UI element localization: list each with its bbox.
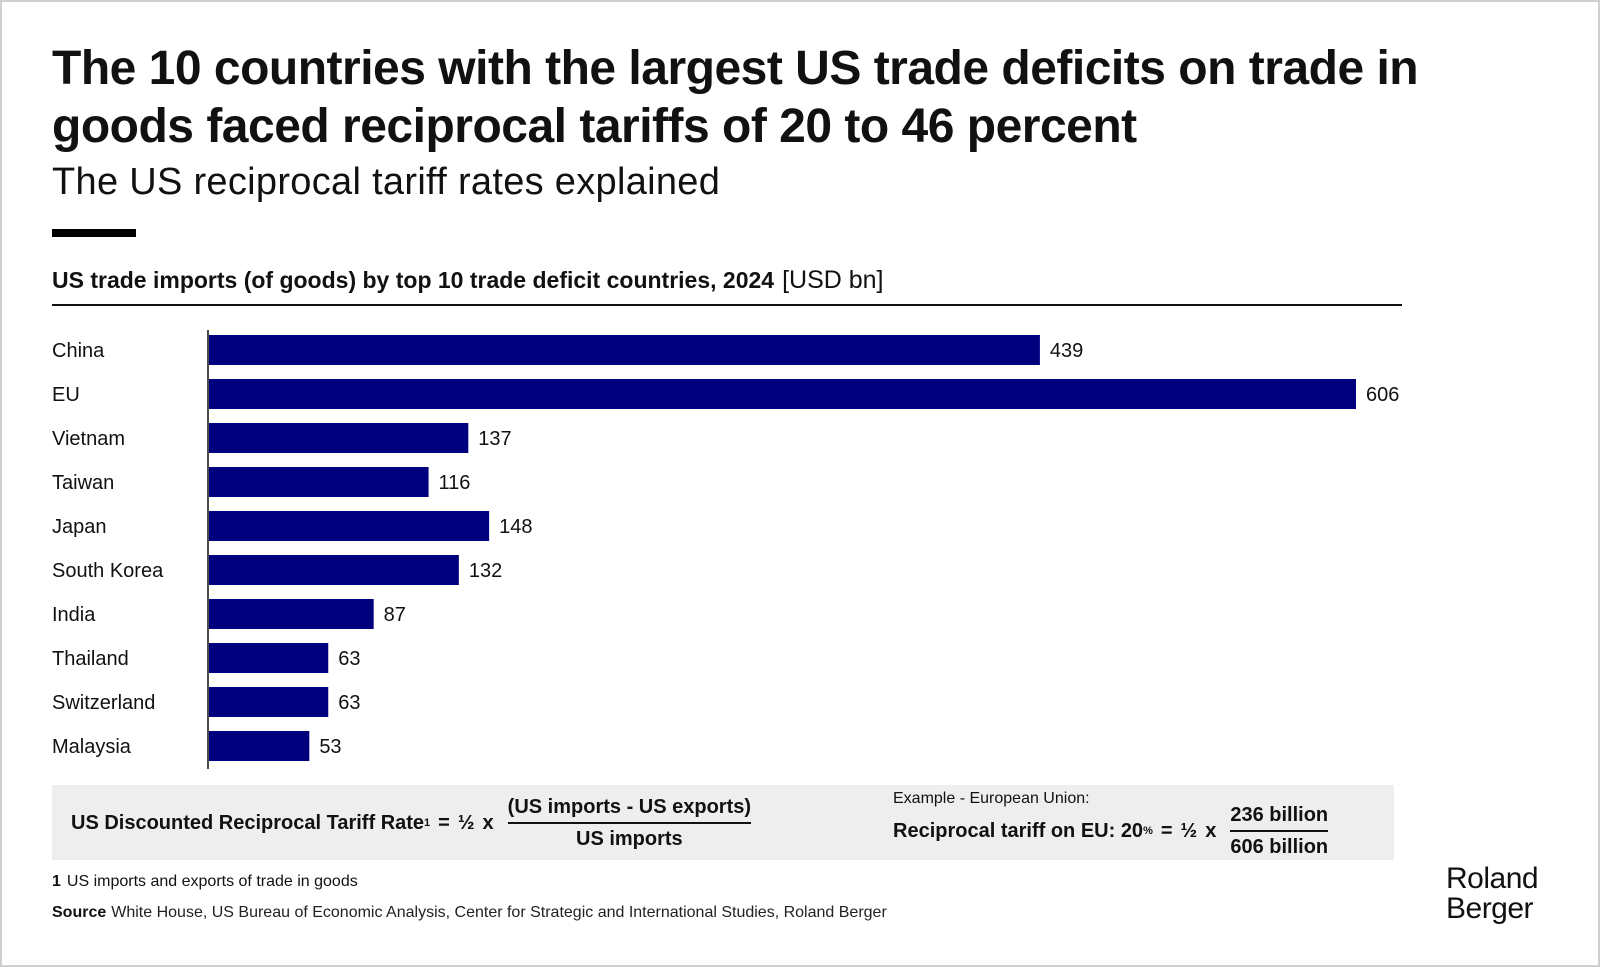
bar [209, 555, 459, 585]
value-label: 63 [338, 648, 360, 670]
chart-heading: US trade imports (of goods) by top 10 tr… [52, 265, 884, 295]
example-label: Reciprocal tariff on EU: 20 [893, 819, 1144, 842]
tariff-formula: US Discounted Reciprocal Tariff Rate 1 = … [71, 795, 752, 851]
footnote-number: 1 [52, 873, 61, 890]
eu-example: Example - European Union: Reciprocal tar… [893, 789, 1329, 859]
footnote: 1 US imports and exports of trade in good… [52, 872, 358, 892]
category-label: South Korea [52, 560, 164, 582]
bar [209, 599, 374, 629]
source-label: Source [52, 904, 107, 921]
chart-heading-text: US trade imports (of goods) by top 10 tr… [52, 267, 775, 293]
bar [209, 687, 329, 717]
bar [209, 335, 1040, 365]
category-label: Japan [52, 516, 107, 538]
roland-berger-logo: Roland Berger [1446, 864, 1566, 924]
value-label: 137 [478, 428, 511, 450]
formula-times: x [482, 811, 494, 834]
value-label: 116 [439, 472, 471, 494]
value-label: 148 [499, 516, 532, 538]
formula-label: US Discounted Reciprocal Tariff Rate [71, 811, 425, 834]
chart-heading-rule [52, 304, 1402, 306]
example-percent-sign: % [1143, 825, 1153, 837]
formula-denominator: US imports [576, 828, 683, 850]
category-label: Malaysia [52, 736, 132, 758]
formula-numerator: (US imports - US exports) [507, 795, 752, 824]
example-denominator: 606 billion [1230, 836, 1329, 858]
example-equals: = [1160, 819, 1173, 842]
example-equation: Reciprocal tariff on EU: 20% = ½ x 236 b… [893, 803, 1329, 859]
example-heading: Example - European Union: [893, 790, 1090, 807]
bar [209, 511, 490, 541]
example-numerator: 236 billion [1230, 803, 1329, 832]
category-label: Taiwan [52, 472, 114, 494]
category-label: EU [52, 384, 80, 406]
logo-line-2: Berger [1446, 892, 1534, 925]
formula-fraction: (US imports - US exports) US imports [507, 795, 752, 851]
value-label: 439 [1050, 340, 1083, 362]
example-fraction: 236 billion 606 billion [1230, 803, 1329, 859]
bar [209, 467, 429, 497]
page-title: The 10 countries with the largest US tra… [52, 42, 1419, 153]
formula-footnote-ref: 1 [424, 817, 431, 829]
formula-half: ½ [457, 811, 475, 834]
value-label: 53 [319, 736, 341, 758]
formula-box: US Discounted Reciprocal Tariff Rate 1 = … [52, 785, 1394, 860]
category-label: Vietnam [52, 428, 125, 450]
bar [209, 731, 310, 761]
title-accent-rule [52, 229, 136, 237]
source-text: White House, US Bureau of Economic Analy… [111, 904, 887, 921]
bar [209, 379, 1356, 409]
page-subtitle: The US reciprocal tariff rates explained [52, 161, 721, 203]
example-times: x [1205, 819, 1217, 842]
category-label: Thailand [52, 648, 129, 670]
value-label: 132 [469, 560, 502, 582]
example-half: ½ [1180, 819, 1198, 842]
source-note: Source White House, US Bureau of Economic… [52, 903, 887, 923]
value-label: 63 [338, 692, 360, 714]
bar [209, 643, 329, 673]
chart-unit-label: [USD bn] [782, 266, 884, 294]
category-label: China [52, 340, 105, 362]
category-label: Switzerland [52, 692, 155, 714]
value-label: 87 [384, 604, 406, 626]
formula-equals: = [438, 811, 450, 834]
bar-chart: China 439 EU 606 Vietnam 137 Taiwan 116 Japan 148… [52, 330, 1399, 769]
bar [209, 423, 469, 453]
value-label: 606 [1366, 384, 1399, 406]
logo-line-1: Roland [1446, 862, 1539, 895]
category-label: India [52, 604, 96, 626]
footnote-text: US imports and exports of trade in goods [66, 873, 358, 890]
